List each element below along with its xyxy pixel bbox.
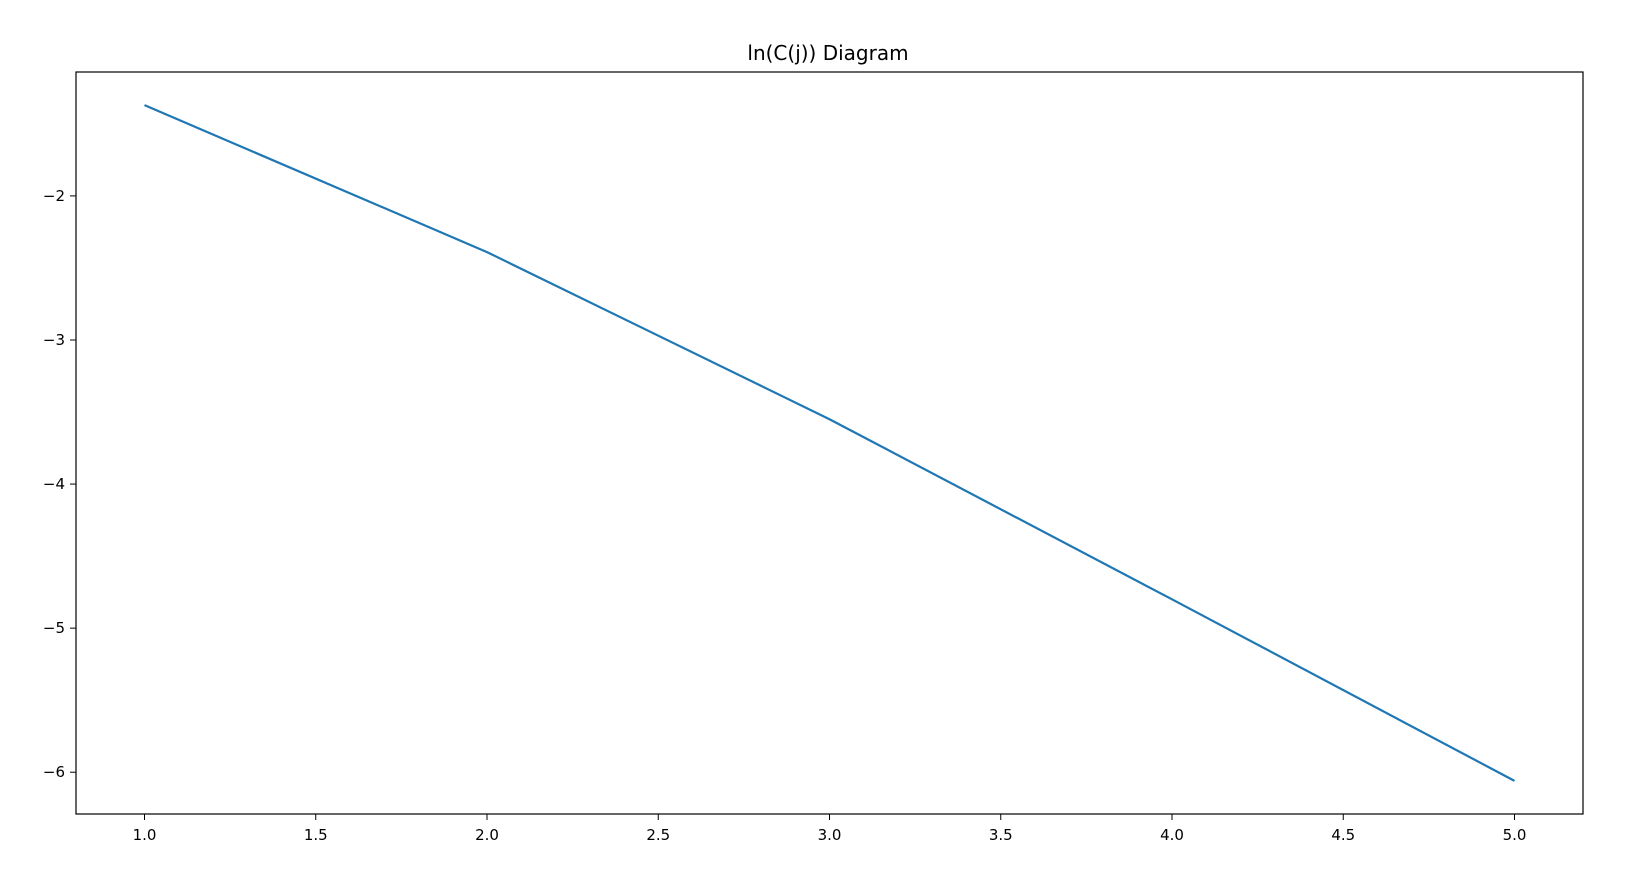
x-axis: 1.0 1.5 2.0 2.5 3.0 3.5 4.0 4.5 5.0 (133, 814, 1527, 844)
plot-area (75, 71, 1584, 815)
chart-title: ln(C(j)) Diagram (747, 41, 908, 65)
x-tick-label: 2.0 (475, 826, 499, 844)
x-tick-label: 4.5 (1331, 826, 1355, 844)
y-axis: −2 −3 −4 −5 −6 (43, 187, 76, 781)
x-tick-label: 3.0 (818, 826, 842, 844)
x-tick-label: 2.5 (646, 826, 670, 844)
y-tick-label: −3 (43, 331, 65, 349)
y-tick-label: −2 (43, 187, 65, 205)
series-layer (144, 104, 1516, 782)
x-tick-label: 5.0 (1503, 826, 1527, 844)
x-tick-label: 4.0 (1160, 826, 1184, 844)
x-tick-label: 1.5 (304, 826, 328, 844)
y-tick-label: −5 (43, 619, 65, 637)
y-tick-label: −4 (43, 475, 65, 493)
y-tick-label: −6 (43, 763, 65, 781)
series-line (144, 104, 1516, 782)
x-tick-label: 1.0 (133, 826, 157, 844)
x-tick-label: 3.5 (989, 826, 1013, 844)
